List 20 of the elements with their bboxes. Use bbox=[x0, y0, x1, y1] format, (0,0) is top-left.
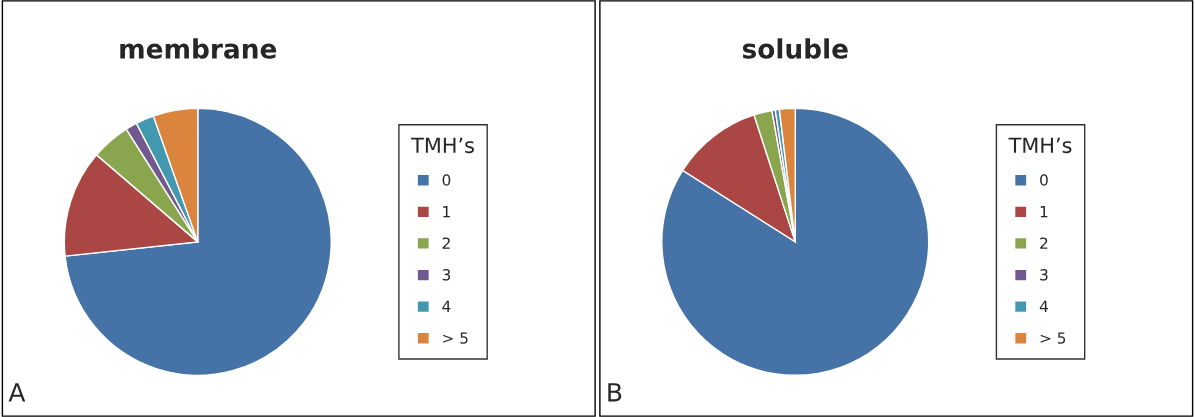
legend-label: > 5 bbox=[1040, 332, 1066, 344]
legend-label: 2 bbox=[1040, 237, 1048, 249]
text: B bbox=[608, 383, 622, 402]
chart-title: membrane bbox=[120, 38, 277, 59]
legend-title: TMH’s bbox=[411, 137, 474, 154]
legend-label: 3 bbox=[442, 269, 451, 281]
legend-label: > 5 bbox=[443, 332, 468, 344]
legend-label: 2 bbox=[442, 237, 450, 249]
chart-title: soluble bbox=[742, 38, 848, 59]
pie-slice bbox=[64, 107, 332, 376]
legend-label: 4 bbox=[442, 300, 451, 312]
legend-label: 3 bbox=[1040, 269, 1048, 281]
legend-title: TMH’s bbox=[1008, 137, 1072, 154]
text: A bbox=[8, 383, 26, 402]
pie-slice bbox=[661, 107, 930, 376]
legend-label: 1 bbox=[1040, 206, 1048, 218]
legend-label: 0 bbox=[442, 174, 451, 186]
legend-label: 4 bbox=[1039, 300, 1048, 312]
legend-label: 0 bbox=[1040, 174, 1048, 186]
legend-label: 1 bbox=[443, 206, 450, 218]
